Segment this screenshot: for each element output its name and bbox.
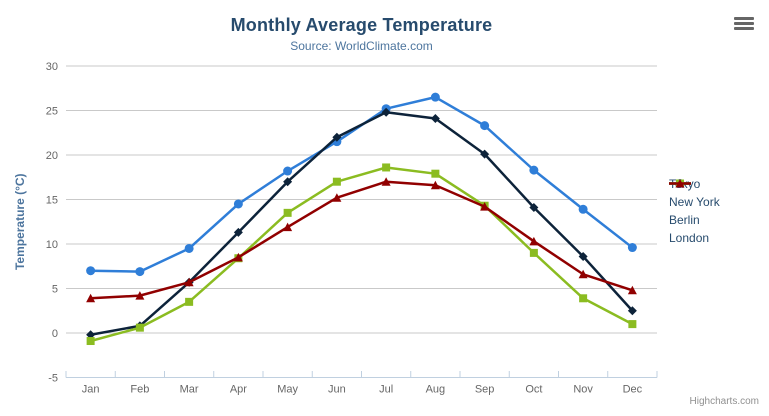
x-axis-label: Aug (426, 384, 446, 396)
x-axis-label: Oct (525, 384, 542, 396)
y-axis-label: 30 (46, 61, 58, 73)
data-point-london (86, 293, 96, 303)
data-point-tokyo (233, 199, 243, 209)
y-axis-label: -5 (48, 373, 58, 385)
data-point-tokyo (430, 92, 440, 102)
data-point-tokyo (184, 243, 194, 253)
y-axis-label: 15 (46, 195, 58, 207)
data-point-tokyo (135, 267, 145, 277)
data-point-new-york (578, 251, 588, 261)
y-axis-label: 25 (46, 106, 58, 118)
series-line-berlin (89, 166, 634, 343)
data-point-london (578, 269, 588, 279)
data-point-berlin (332, 177, 341, 186)
data-point-tokyo (283, 166, 293, 176)
x-axis-label: Jun (328, 384, 346, 396)
hamburger-bar (734, 22, 754, 25)
y-axis-label: 20 (46, 150, 58, 162)
legend-item-london[interactable]: London (669, 179, 720, 245)
data-point-london (627, 285, 637, 295)
credits-link[interactable]: Highcharts.com (689, 396, 759, 407)
y-axis-label: 10 (46, 239, 58, 251)
data-point-new-york (283, 177, 293, 187)
data-point-berlin (185, 297, 194, 306)
legend-item-new-york[interactable]: New York (669, 179, 720, 209)
data-point-london (135, 291, 145, 300)
data-point-london (332, 193, 342, 202)
x-axis-label: Sep (475, 384, 495, 396)
data-point-new-york (381, 107, 391, 117)
data-point-new-york (233, 227, 243, 237)
y-axis-label: 0 (52, 328, 58, 340)
data-point-london (233, 252, 243, 262)
series-line-new-york (89, 111, 634, 337)
data-point-new-york (627, 306, 637, 316)
series-line-london (89, 180, 634, 300)
x-axis-label: Feb (130, 384, 149, 396)
data-point-berlin (283, 208, 292, 217)
data-point-tokyo (627, 243, 637, 253)
x-axis-label: Apr (230, 384, 247, 396)
legend-label: London (669, 231, 710, 245)
legend-label: Berlin (669, 213, 700, 227)
hamburger-bar (734, 17, 754, 20)
data-point-berlin (579, 294, 588, 303)
data-point-london (283, 222, 293, 232)
y-axis-title: Temperature (°C) (13, 173, 27, 270)
data-point-berlin (382, 163, 391, 172)
triangle-legend-marker-icon (669, 179, 691, 188)
x-axis-label: Jul (379, 384, 393, 396)
data-point-new-york (332, 132, 342, 142)
chart-subtitle: Source: WorldClimate.com (290, 39, 433, 53)
data-point-tokyo (578, 204, 588, 214)
data-point-new-york (430, 114, 440, 124)
data-point-new-york (529, 203, 539, 213)
legend-label: New York (669, 195, 720, 209)
data-point-london (480, 202, 490, 211)
data-point-berlin (135, 323, 144, 332)
x-axis-label: Dec (623, 384, 643, 396)
data-point-london (529, 236, 539, 246)
hamburger-bar (734, 27, 754, 30)
x-axis-label: Mar (180, 384, 199, 396)
data-point-london (381, 177, 391, 186)
series-line-tokyo (89, 95, 634, 273)
data-point-tokyo (86, 266, 96, 276)
x-axis-label: May (277, 384, 298, 396)
data-point-new-york (480, 149, 490, 159)
x-axis-label: Jan (82, 384, 100, 396)
legend-item-berlin[interactable]: Berlin (669, 179, 720, 227)
data-point-berlin (86, 337, 95, 346)
y-axis-label: 5 (52, 284, 58, 296)
data-point-london (184, 277, 194, 287)
chart-title: Monthly Average Temperature (230, 15, 493, 35)
x-axis-label: Nov (573, 384, 593, 396)
data-point-berlin (529, 248, 538, 257)
data-point-berlin (431, 169, 440, 178)
data-point-london (430, 180, 440, 190)
data-point-tokyo (529, 165, 539, 175)
hamburger-icon[interactable] (734, 17, 754, 30)
data-point-tokyo (480, 121, 490, 131)
data-point-berlin (628, 320, 637, 329)
